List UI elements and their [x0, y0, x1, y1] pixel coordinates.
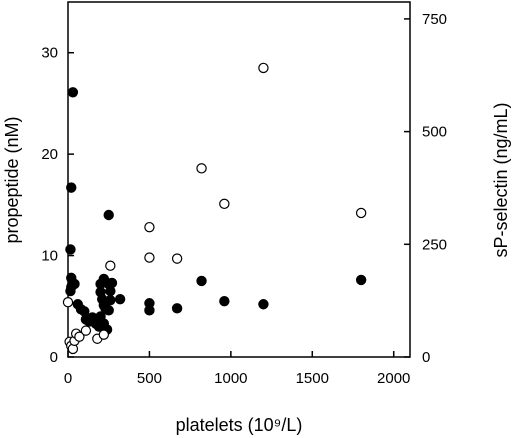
open-point [62, 297, 74, 308]
open-point [98, 329, 110, 340]
filled-point [196, 275, 207, 287]
x-tick-label: 0 [64, 370, 72, 387]
filled-point [171, 303, 183, 314]
filled-point [144, 305, 155, 316]
y2-tick-label: 0 [422, 349, 430, 366]
y-tick-label: 10 [41, 248, 58, 265]
open-point [196, 163, 207, 174]
y-axis-title: propeptide (nM) [2, 116, 22, 243]
open-point [171, 253, 183, 264]
filled-point [103, 305, 114, 316]
open-point [219, 198, 230, 210]
filled-point [355, 274, 367, 286]
x-tick-label: 2000 [377, 370, 410, 387]
open-point [74, 331, 85, 342]
y2-axis-title: sP-selectin (ng/mL) [491, 102, 511, 257]
open-point [80, 325, 92, 336]
y2-tick-label: 500 [422, 124, 447, 141]
open-point [144, 221, 155, 233]
filled-point [219, 296, 230, 307]
y2-tick-label: 750 [422, 11, 447, 28]
x-tick-label: 1000 [214, 370, 247, 387]
y2-tick-label: 250 [422, 236, 447, 253]
filled-point [103, 209, 114, 221]
x-tick-label: 1500 [296, 370, 329, 387]
filled-point [67, 87, 79, 98]
open-point [144, 252, 155, 263]
filled-point [258, 299, 269, 310]
filled-point [105, 295, 116, 306]
filled-point [106, 277, 118, 289]
y-tick-label: 20 [41, 146, 58, 163]
filled-point [66, 182, 77, 193]
axis-ticks [67, 18, 410, 358]
data-points [62, 62, 367, 355]
y-tick-label: 30 [41, 45, 58, 62]
filled-point [114, 293, 126, 305]
plot-frame [67, 1, 411, 358]
filled-point [69, 278, 80, 290]
y-tick-label: 0 [50, 349, 58, 366]
open-point [355, 207, 367, 219]
x-tick-label: 500 [137, 370, 162, 387]
open-point [105, 260, 116, 271]
axis-tick-labels: 0 500 1000 1500 2000 0 10 20 30 0 250 500 750 [41, 11, 447, 387]
open-point [258, 62, 269, 74]
filled-point [65, 244, 76, 255]
x-axis-title: platelets (10⁹/L) [176, 415, 303, 435]
